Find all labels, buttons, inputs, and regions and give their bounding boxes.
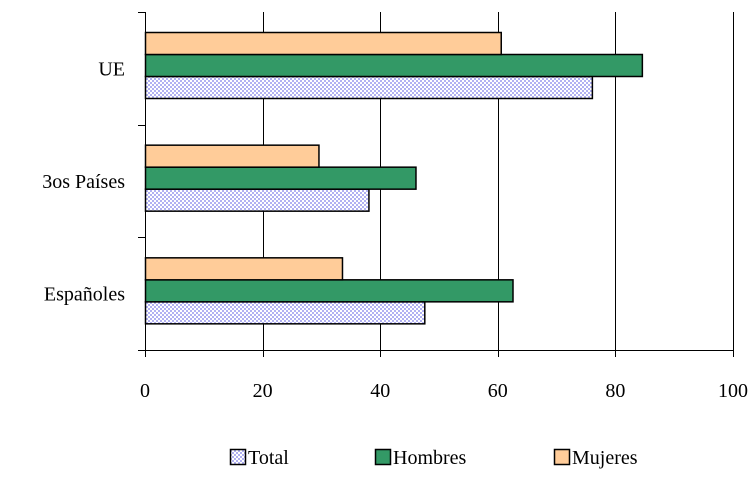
x-tick-label: 60: [488, 380, 508, 402]
legend-label-hombres: Hombres: [393, 447, 467, 469]
bar-mujeres-0: [144, 31, 502, 56]
bars: [144, 31, 644, 325]
bar-hombres-1: [144, 166, 417, 190]
legend: Total Hombres Mujeres: [229, 447, 638, 469]
legend-label-mujeres: Mujeres: [572, 447, 638, 469]
legend-swatch-mujeres: [553, 448, 571, 466]
bar-mujeres-2: [144, 257, 344, 281]
bar-total-0: [144, 75, 594, 100]
legend-label-total: Total: [248, 447, 289, 469]
bar-mujeres-1: [144, 144, 320, 168]
x-tick-label: 80: [605, 380, 625, 402]
legend-swatch-total: [229, 448, 247, 466]
x-tick-label: 20: [253, 380, 273, 402]
bar-hombres-2: [144, 279, 514, 303]
tick-labels: UE 3os Países Españoles 0 20 40 60 80 100: [42, 58, 748, 402]
y-tick-label: 3os Países: [42, 171, 125, 193]
bar-hombres-0: [144, 53, 644, 78]
bar-total-2: [144, 301, 426, 325]
y-tick-label: Españoles: [44, 284, 125, 306]
x-tick-label: 0: [140, 380, 150, 402]
x-tick-label: 100: [718, 380, 748, 402]
legend-swatch-hombres: [374, 448, 392, 466]
x-tick-label: 40: [370, 380, 390, 402]
bar-total-1: [144, 188, 370, 212]
y-tick-label: UE: [98, 58, 125, 80]
